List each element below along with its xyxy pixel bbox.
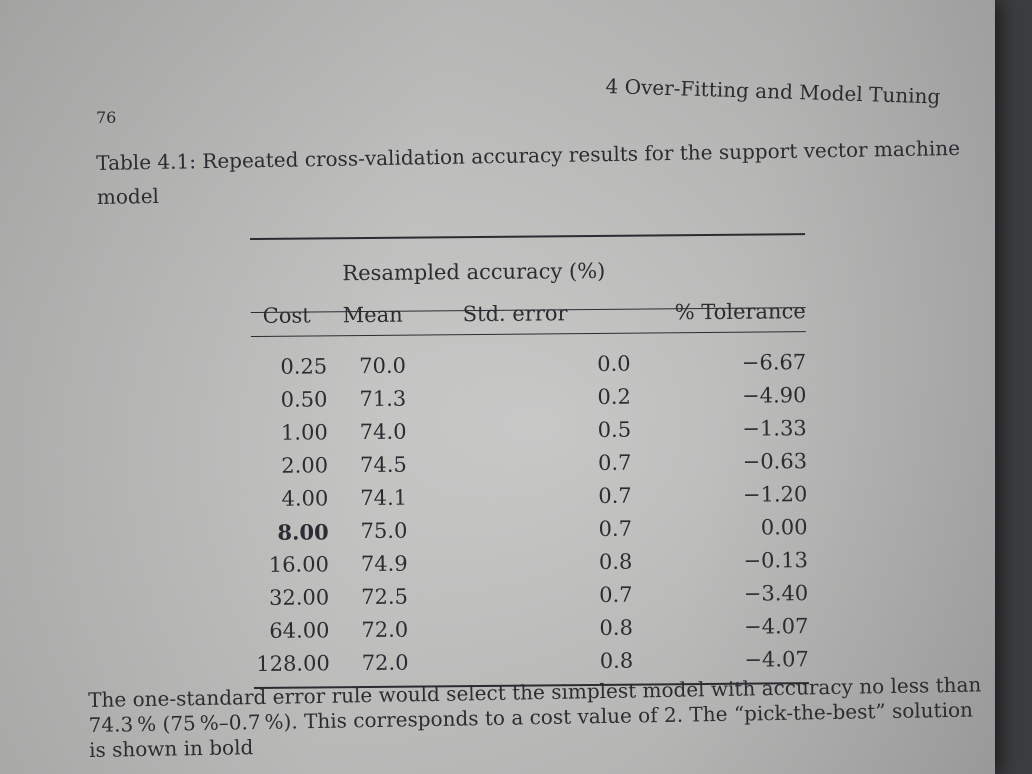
cell-tolerance: −4.07 [744,647,809,672]
table-row: 64.00 72.0 0.8 −4.07 [253,614,813,652]
running-head: 4 Over-Fitting and Model Tuning [605,74,941,109]
column-header-std-error: Std. error [462,301,568,327]
cell-mean: 72.0 [361,617,409,643]
cell-tolerance: −0.13 [743,548,808,573]
cell-mean: 72.5 [361,584,409,610]
accuracy-table: Resampled accuracy (%) Cost Mean Std. er… [250,227,814,689]
cell-std-error: 0.7 [599,582,633,607]
cell-tolerance: −0.63 [742,449,808,474]
cell-tolerance: −1.20 [742,482,808,507]
table-body: 0.25 70.0 0.0 −6.67 0.50 71.3 0.2 −4.90 1.00 74.0… [251,350,814,685]
cell-std-error: 0.7 [597,450,632,475]
cell-tolerance: 0.00 [760,515,808,540]
table-row: 8.00 75.0 0.7 0.00 [253,515,813,553]
cell-mean: 74.9 [360,551,408,577]
cell-std-error: 0.7 [598,516,633,541]
cell-cost: 1.00 [280,420,328,445]
cell-std-error: 0.5 [597,417,632,442]
column-header-mean: Mean [342,302,403,328]
cell-std-error: 0.2 [597,384,631,409]
column-header-cost: Cost [262,303,311,328]
cell-mean: 74.0 [359,419,407,445]
table-top-rule [250,233,806,240]
body-paragraph: The one-standard error rule would select… [88,672,982,762]
cell-std-error: 0.7 [598,483,632,508]
cell-std-error: 0.8 [599,615,633,640]
table-row: 2.00 74.5 0.7 −0.63 [252,449,812,487]
cell-cost: 8.00 [277,519,329,545]
cell-mean: 74.5 [359,452,407,478]
page-number: 76 [96,108,117,127]
cell-cost: 2.00 [281,453,329,478]
table-caption: Table 4.1: Repeated cross-validation acc… [96,135,961,209]
table-row: 1.00 74.0 0.5 −1.33 [252,416,812,454]
table-row: 4.00 74.1 0.7 −1.20 [252,482,812,520]
cell-mean: 71.3 [359,386,407,412]
cell-cost: 0.50 [280,387,328,412]
table-row: 32.00 72.5 0.7 −3.40 [253,581,813,619]
cell-mean: 74.1 [360,485,408,511]
cell-mean: 70.0 [359,353,407,379]
cell-std-error: 0.0 [597,351,631,376]
table-row: 0.25 70.0 0.0 −6.67 [251,350,811,388]
column-header-row: Cost Mean Std. error % Tolerance [251,287,811,336]
group-header: Resampled accuracy (%) [250,257,810,313]
group-header-label: Resampled accuracy (%) [342,258,606,286]
cell-tolerance: −1.33 [742,416,807,441]
cell-cost: 64.00 [269,618,330,643]
cell-tolerance: −6.67 [741,350,807,375]
cell-cost: 128.00 [256,651,330,676]
cell-cost: 32.00 [268,585,330,610]
table-row: 16.00 74.9 0.8 −0.13 [253,548,813,586]
column-header-tolerance: % Tolerance [674,299,806,325]
cell-mean: 72.0 [361,650,409,676]
table-row: 0.50 71.3 0.2 −4.90 [251,383,811,421]
cell-tolerance: −4.07 [743,614,809,639]
cell-std-error: 0.8 [598,549,633,574]
cell-tolerance: −4.90 [741,383,807,408]
cell-mean: 75.0 [360,518,408,544]
book-page: 4 Over-Fitting and Model Tuning 76 Table… [0,0,995,774]
cell-std-error: 0.8 [599,648,634,673]
cell-cost: 4.00 [281,486,329,511]
cell-cost: 0.25 [280,354,328,379]
cell-cost: 16.00 [268,552,330,577]
cell-tolerance: −3.40 [743,581,809,606]
